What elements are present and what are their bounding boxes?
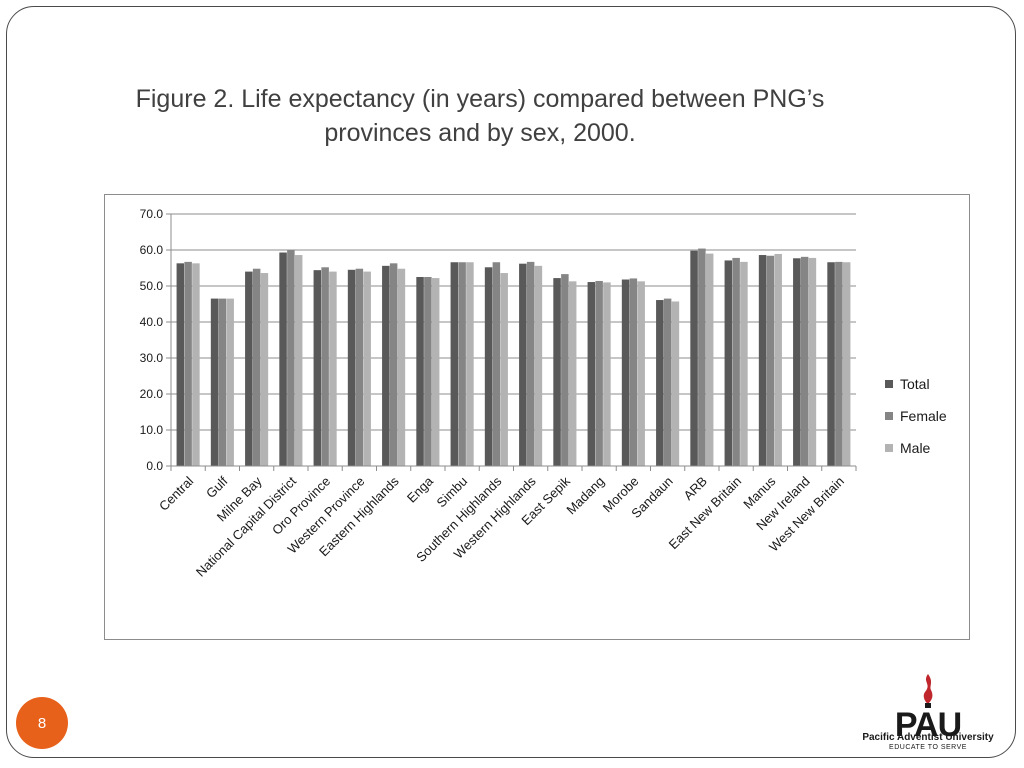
bar-female [835,261,843,466]
page-number-badge: 8 [16,697,68,749]
bar-total [758,255,767,466]
bar-chart: 0.0 10.0 20.0 30.0 40.0 50.0 60.0 70.0 Central Gu… [140,207,947,580]
bar-female [561,274,569,466]
bar-male [466,262,474,466]
bar-total [827,262,835,466]
logo-mark: PAU [894,706,962,744]
bar-female [218,298,227,466]
bar-male [671,301,680,466]
bar-male [500,273,508,466]
bar-total [587,282,596,466]
bar-male [397,268,406,466]
bar-female [252,268,261,466]
bar-male [363,271,371,466]
x-category-label: Gulf [203,473,231,501]
bar-female [766,255,775,466]
y-tick-label: 0.0 [146,459,163,473]
bar-male [808,257,817,466]
flame-icon [923,674,933,708]
bar-male [637,281,645,466]
y-tick-label: 50.0 [140,279,164,293]
bar-female [595,280,603,466]
bar-male [842,262,851,466]
bar-female [732,257,740,466]
bar-male [294,255,303,466]
x-category-label: Central [156,473,196,513]
slide-title: Figure 2. Life expectancy (in years) com… [80,82,880,150]
bar-female [492,262,501,466]
bar-total [279,252,287,466]
bar-total [450,262,459,466]
legend-swatch-female [885,412,893,420]
bar-female [287,250,295,466]
bar-total [347,269,356,466]
y-tick-label: 40.0 [140,315,164,329]
slide-title-line2: provinces and by sex, 2000. [324,119,636,147]
y-tick-label: 30.0 [140,351,164,365]
bar-female [629,278,638,466]
y-tick-label: 20.0 [140,387,164,401]
bar-male [705,253,714,466]
bar-female [355,268,364,466]
bar-female [389,263,398,466]
bar-total [519,263,527,466]
bar-total [176,263,185,466]
y-tick-label: 60.0 [140,243,164,257]
x-category-label: ARB [680,474,710,504]
logo-motto: EDUCATE TO SERVE [889,744,967,751]
bar-male [603,282,611,466]
legend-swatch-male [885,444,893,452]
logo-name: Pacific Adventist University [862,732,994,743]
bar-female [698,248,706,466]
chart-container: 0.0 10.0 20.0 30.0 40.0 50.0 60.0 70.0 Central Gu… [104,194,970,640]
bar-female [800,256,809,466]
bar-total [210,298,219,466]
legend-swatch-total [885,380,893,388]
legend-label-total: Total [900,376,930,392]
bar-female [663,298,672,466]
bar-total [656,300,664,466]
bar-total [313,270,322,466]
legend-label-female: Female [900,408,947,424]
bar-total [484,267,493,466]
bar-total [416,277,424,466]
legend-label-male: Male [900,440,931,456]
bar-female [184,261,192,466]
bar-male [192,263,200,466]
bar-male [568,281,577,466]
bar-total [793,258,801,466]
bar-male [329,271,337,466]
bar-male [534,265,543,466]
bar-male [260,273,269,466]
bar-male [226,298,234,466]
slide-title-line1: Figure 2. Life expectancy (in years) com… [135,85,825,113]
y-tick-label: 70.0 [140,207,164,221]
page-number: 8 [37,714,47,732]
y-tick-label: 10.0 [140,423,164,437]
x-category-label: Madang [563,474,607,518]
bar-total [553,278,561,466]
bar-female [526,261,535,466]
university-logo: PAU Pacific Adventist University EDUCATE… [848,672,1008,758]
bar-total [690,250,698,466]
bar-male [774,253,782,466]
bar-total [724,260,733,466]
bar-female [321,267,329,466]
x-category-label: Enga [404,473,437,506]
bar-female [424,277,432,466]
bar-total [621,279,630,466]
bar-male [431,278,440,466]
bar-female [458,262,466,466]
bar-male [740,261,748,466]
bar-total [245,271,253,466]
bar-total [382,265,390,466]
